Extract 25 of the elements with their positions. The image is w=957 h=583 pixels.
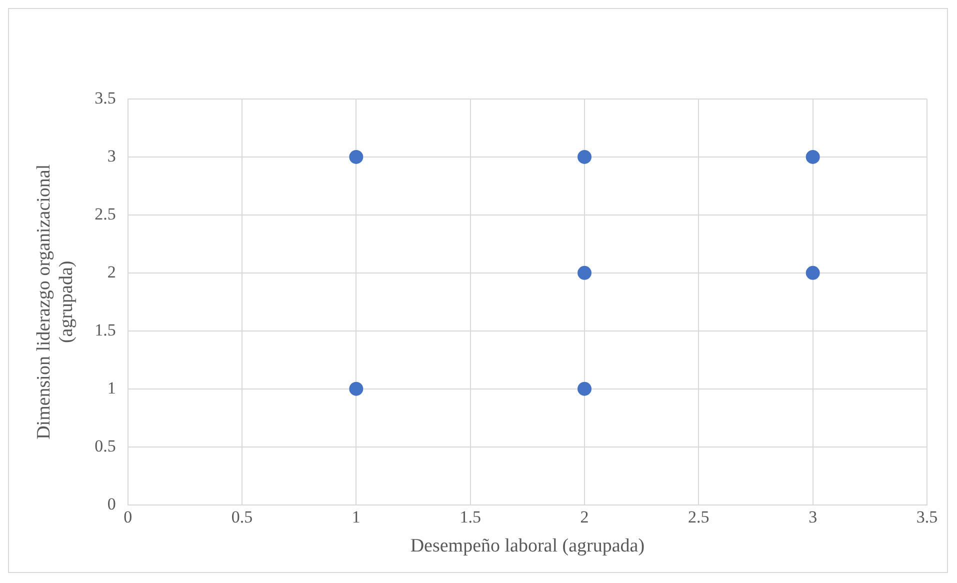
y-tick-label: 2 xyxy=(107,262,116,282)
y-tick-label: 2.5 xyxy=(94,204,116,224)
x-tick-label: 2.5 xyxy=(688,507,710,526)
y-axis-title: Dimension liderazgo organizacional (agrupada) xyxy=(33,164,78,440)
y-tick-label: 3.5 xyxy=(94,88,116,108)
x-tick-label: 1.5 xyxy=(460,507,481,526)
x-tick-label: 3.5 xyxy=(916,507,938,526)
x-tick-label: 1 xyxy=(352,507,360,526)
point xyxy=(578,150,592,164)
x-tick-label: 0.5 xyxy=(231,507,253,526)
y-tick-label: 1 xyxy=(107,378,116,398)
point xyxy=(349,382,364,396)
x-tick-label: 3 xyxy=(808,507,818,526)
x-axis-title: Desempeño laboral (agrupada) xyxy=(410,536,645,557)
point xyxy=(578,382,592,396)
point xyxy=(806,150,820,164)
point xyxy=(349,150,364,164)
point xyxy=(806,266,820,280)
x-tick-label: 0 xyxy=(124,507,132,526)
point xyxy=(578,266,592,280)
y-tick-label: 1.5 xyxy=(94,320,116,340)
y-tick-label: 0 xyxy=(107,494,116,514)
x-tick-label: 2 xyxy=(580,507,589,526)
y-tick-label: 3 xyxy=(107,146,116,166)
y-tick-label: 0.5 xyxy=(94,436,116,456)
